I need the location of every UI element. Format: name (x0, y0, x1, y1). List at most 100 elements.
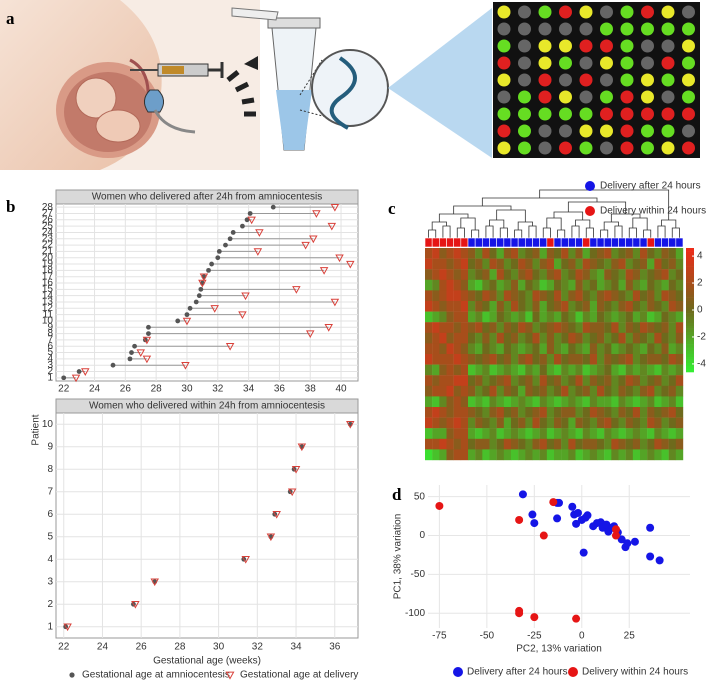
heatmap-cell (496, 279, 505, 291)
heatmap-cell (518, 343, 526, 355)
heatmap-cell (582, 332, 591, 344)
heatmap-cell (589, 375, 598, 386)
heatmap-cell (425, 301, 433, 312)
heatmap-cell (575, 417, 583, 429)
x-tick-label: -50 (480, 631, 495, 642)
heatmap-cell (575, 311, 583, 323)
heatmap-cell (460, 449, 469, 461)
heatmap-cell (503, 269, 512, 280)
heatmap-cell (597, 332, 605, 344)
heatmap-cell (554, 311, 562, 323)
group-cell (632, 237, 641, 248)
heatmap-cell (675, 407, 684, 418)
heatmap-cell (647, 354, 655, 365)
heatmap-cell (546, 248, 555, 259)
heatmap-cell (654, 385, 662, 397)
heatmap-cell (604, 343, 612, 355)
heatmap-cell (539, 417, 548, 429)
heatmap-cell (468, 428, 476, 439)
dendrogram-branch (499, 227, 508, 238)
heatmap-cell (439, 279, 447, 291)
heatmap-cell (568, 354, 576, 365)
amniocentesis-point (247, 211, 253, 216)
heatmap-cell (489, 311, 497, 323)
heatmap-cell (554, 407, 562, 418)
heatmap-cell (604, 258, 612, 270)
heatmap-cell (525, 279, 533, 291)
point (623, 539, 632, 548)
array-spot (620, 107, 634, 121)
heatmap-cell (632, 322, 641, 333)
y-tick-label: 11 (43, 309, 54, 320)
heatmap-cell (661, 385, 669, 397)
delivery-point (247, 216, 256, 225)
array-spot (641, 124, 654, 138)
y-tick-label: 26 (42, 214, 54, 225)
delivery-point (199, 273, 209, 282)
heatmap-cell (582, 311, 591, 323)
array-spot (559, 90, 572, 104)
heatmap-cell (554, 279, 562, 291)
heatmap-cell (568, 258, 576, 270)
heatmap-cell (453, 407, 462, 418)
panel-label: d (392, 485, 402, 504)
delivery-point (309, 235, 318, 244)
heatmap-cell (675, 364, 684, 376)
heatmap-cell (568, 438, 576, 450)
array-spot (641, 5, 654, 19)
heatmap-cell (511, 375, 519, 386)
heatmap-cell (554, 290, 562, 302)
heatmap-cell (640, 322, 648, 333)
heatmap-cell (482, 258, 490, 270)
heatmap-cell (525, 428, 533, 439)
heatmap-cell (597, 364, 605, 376)
heatmap-cell (597, 248, 605, 259)
heatmap-cell (425, 375, 433, 386)
heatmap-cell (632, 396, 641, 408)
amniocentesis-point (206, 267, 211, 273)
heatmap-cell (589, 354, 598, 365)
colorbar-step (686, 282, 694, 286)
group-cell (654, 237, 662, 248)
group-cell (439, 237, 447, 248)
array-spot (559, 56, 572, 70)
illustration (0, 0, 700, 170)
delivery-point (142, 355, 152, 364)
colorbar-step (686, 334, 694, 339)
amniocentesis-point (223, 242, 228, 248)
heatmap-cell (604, 322, 612, 333)
heatmap-cell (604, 301, 612, 312)
amniocentesis-point (244, 217, 250, 223)
heatmap-cell (561, 385, 569, 397)
y-tick-label: 27 (42, 208, 54, 219)
x-tick-label: 24 (97, 642, 109, 653)
heatmap-cell (468, 301, 476, 312)
heatmap-cell (618, 438, 626, 450)
heatmap-cell (496, 407, 505, 418)
heatmap-cell (661, 279, 669, 291)
heatmap-cell (582, 269, 591, 280)
heatmap-cell (582, 407, 591, 418)
heatmap-cell (432, 428, 440, 439)
colorbar-step (686, 279, 694, 283)
heatmap-cell (654, 322, 662, 333)
heatmap-cell (496, 248, 505, 259)
heatmap-cell (432, 375, 440, 386)
heatmap-cell (482, 428, 490, 439)
array-spot (538, 73, 552, 87)
group-cell (517, 237, 526, 248)
heatmap-cell (432, 438, 440, 450)
dendrogram-branch (671, 227, 680, 238)
heatmap-cell (496, 258, 505, 270)
heatmap-cell (575, 428, 583, 439)
array-spot (538, 22, 552, 36)
heatmap-cell (446, 375, 454, 386)
colorbar-step (686, 294, 694, 298)
array-spot (538, 39, 552, 53)
heatmap-cell (496, 428, 505, 439)
point (630, 537, 639, 546)
amniocentesis-point (127, 356, 133, 362)
heatmap-cell (597, 449, 605, 461)
heatmap-cell (532, 396, 540, 408)
y-tick-label: 22 (42, 240, 54, 251)
